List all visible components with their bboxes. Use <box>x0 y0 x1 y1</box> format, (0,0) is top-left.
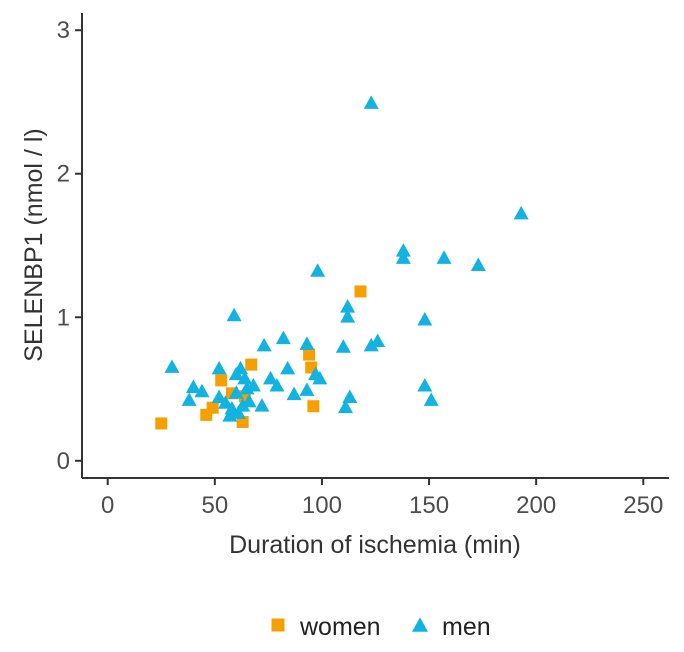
y-axis-title: SELENBP1 (nmol / l) <box>20 128 48 361</box>
men-point <box>310 263 326 277</box>
men-point <box>417 312 433 326</box>
men-point <box>363 95 379 109</box>
men-point <box>363 337 379 352</box>
men-point <box>286 386 302 401</box>
men-point <box>235 398 251 412</box>
y-tick-label: 1 <box>57 304 70 331</box>
x-axis-ticks: 0 50 100 150 200 250 <box>101 478 663 519</box>
men-point <box>233 360 249 375</box>
men-point <box>211 360 227 375</box>
men-point <box>436 250 452 264</box>
men-point <box>299 336 315 350</box>
women-point <box>354 285 367 298</box>
men-point <box>335 339 351 353</box>
men-point <box>194 383 210 398</box>
men-point <box>338 399 354 414</box>
men-point <box>275 330 291 345</box>
women-point <box>206 401 219 414</box>
men-point <box>185 379 201 393</box>
plot-area: 0 50 100 150 200 250 0 1 2 3 <box>57 13 669 519</box>
data-points <box>155 95 529 430</box>
men-point <box>395 243 411 257</box>
men-point <box>269 378 285 392</box>
men-point <box>254 398 270 412</box>
men-point <box>245 378 261 392</box>
women-point <box>303 348 316 361</box>
women-point <box>307 400 320 413</box>
women-point <box>245 358 258 371</box>
women-point <box>215 374 228 387</box>
women-point <box>155 417 168 430</box>
men-point <box>256 337 272 352</box>
x-tick-label: 150 <box>409 492 449 519</box>
men-point <box>470 257 486 271</box>
men-point <box>312 370 328 385</box>
men-point <box>423 392 439 406</box>
women-point <box>236 416 249 429</box>
men-point <box>241 393 257 408</box>
men-point <box>340 299 356 313</box>
men-point <box>263 370 279 385</box>
y-axis-ticks: 0 1 2 3 <box>57 17 82 475</box>
men-point <box>226 307 242 322</box>
legend-women-marker <box>271 618 285 632</box>
x-tick-label: 200 <box>516 492 556 519</box>
men-point <box>342 389 358 404</box>
men-point <box>237 370 253 385</box>
y-tick-label: 0 <box>57 448 70 475</box>
men-point <box>417 378 433 392</box>
men-point <box>181 392 197 406</box>
men-point <box>280 360 296 375</box>
men-point <box>395 250 411 264</box>
x-axis-title: Duration of ischemia (min) <box>229 531 521 559</box>
men-point <box>299 382 315 396</box>
men-point <box>164 359 180 373</box>
legend-men-label: men <box>442 613 491 641</box>
y-tick-label: 3 <box>57 17 70 44</box>
men-point <box>513 205 529 220</box>
x-tick-label: 250 <box>623 492 663 519</box>
legend: women men <box>271 613 491 641</box>
x-tick-label: 50 <box>201 492 228 519</box>
legend-women-label: women <box>299 613 381 641</box>
men-point <box>340 309 356 323</box>
men-point <box>218 395 234 409</box>
legend-men-marker <box>412 617 428 632</box>
x-tick-label: 100 <box>302 492 342 519</box>
men-point <box>370 333 386 348</box>
men-point <box>228 385 244 399</box>
y-tick-label: 2 <box>57 161 70 188</box>
men-point <box>211 389 227 404</box>
men-point <box>230 405 246 419</box>
x-tick-label: 0 <box>101 492 114 519</box>
